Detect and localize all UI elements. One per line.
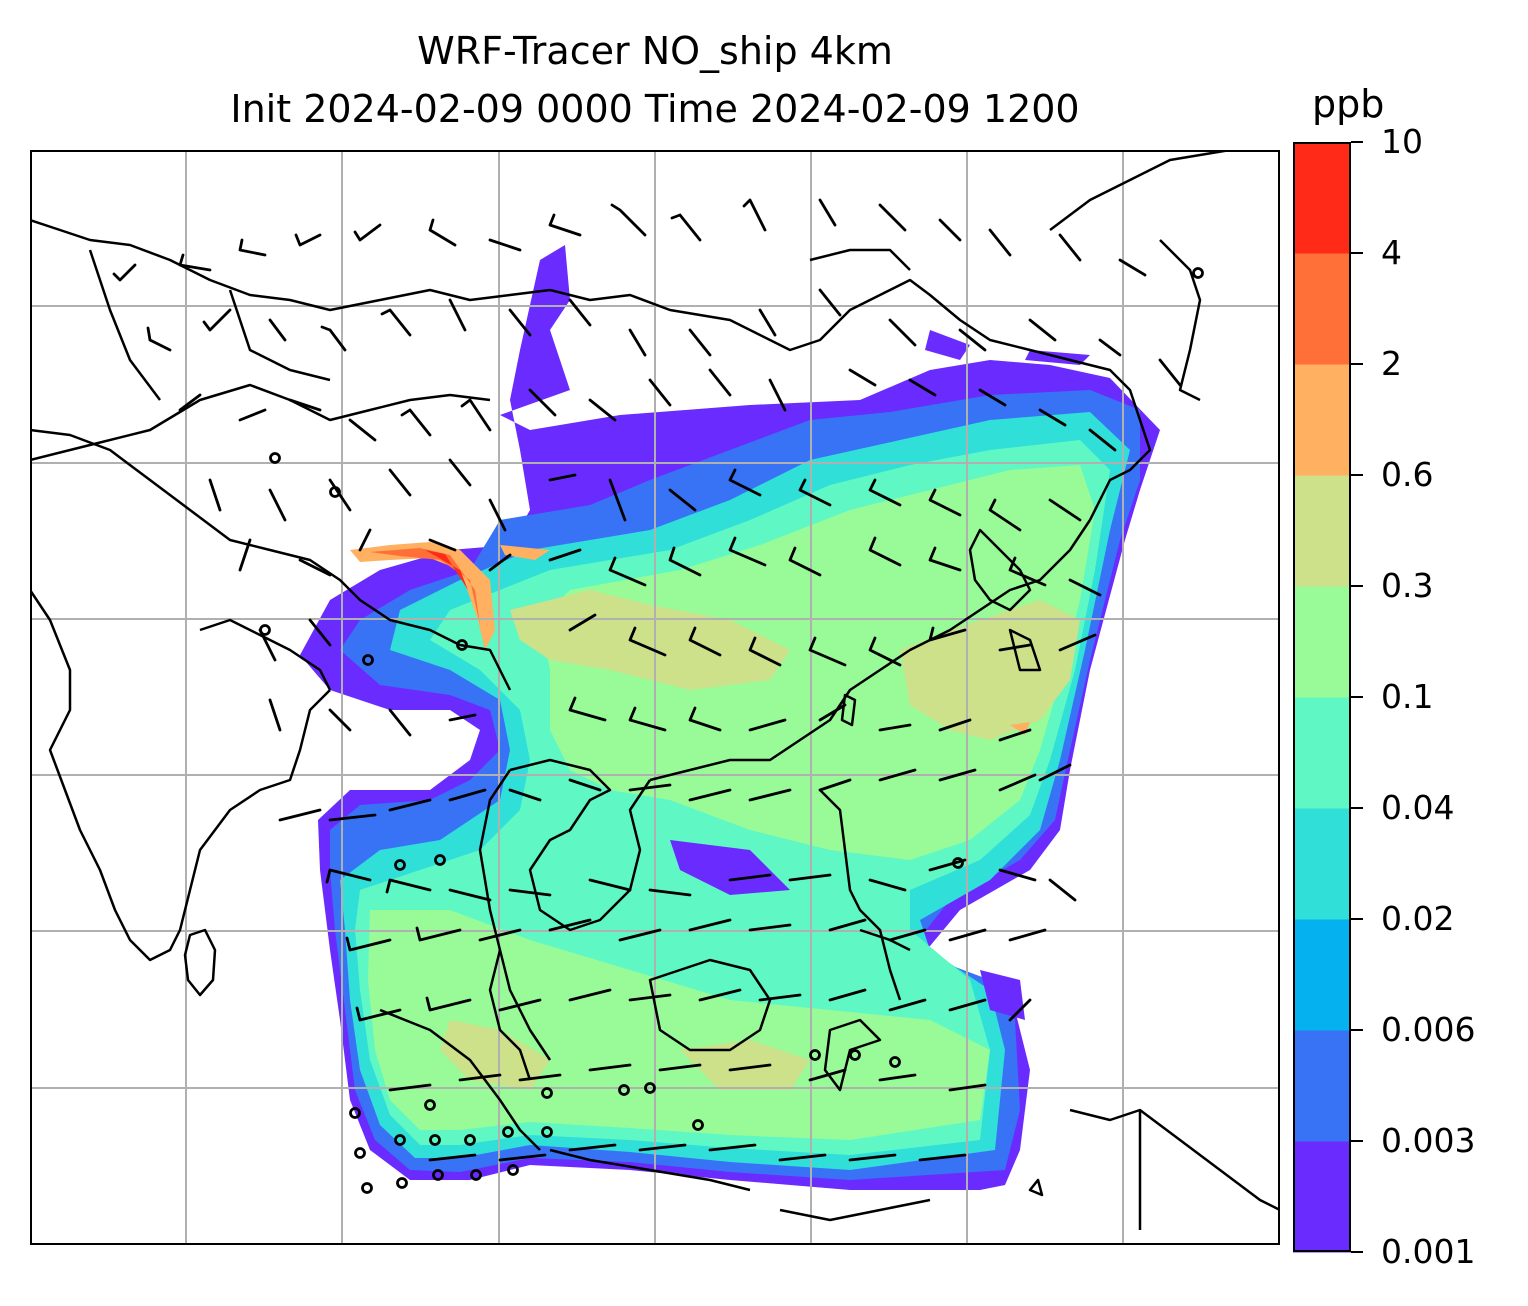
colorbar-tick-label: 0.006 [1381,1010,1476,1049]
colorbar-tick-label: 0.6 [1381,455,1434,494]
colorbar-segment [1293,808,1351,920]
map-panel [30,150,1280,1245]
colorbar-segment [1293,253,1351,365]
calm-wind-markers [259,267,1204,1194]
colorbar-tick-label: 0.1 [1381,677,1434,716]
coastlines [30,150,1280,1230]
colorbar-segment [1293,1141,1351,1253]
map-subtitle: Init 2024-02-09 0000 Time 2024-02-09 120… [230,87,1080,131]
colorbar [1293,141,1363,1253]
colorbar-tick-label: 0.001 [1381,1232,1476,1271]
colorbar-tick-label: 10 [1381,122,1423,161]
colorbar-segment [1293,919,1351,1031]
colorbar-segment [1293,142,1351,254]
colorbar-unit-label: ppb [1312,82,1385,126]
colorbar-tick-label: 0.04 [1381,788,1455,827]
colorbar-segment [1293,697,1351,809]
colorbar-tick-label: 2 [1381,344,1402,383]
colorbar-segment [1293,475,1351,587]
map-border [30,150,1280,1245]
colorbar-segment [1293,1030,1351,1142]
map-title: WRF-Tracer NO_ship 4km [417,29,893,73]
colorbar-tick-label: 4 [1381,233,1402,272]
colorbar-segment [1293,364,1351,476]
wind-barbs [112,198,1182,1162]
colorbar-tick-label: 0.02 [1381,899,1455,938]
colorbar-segment [1293,586,1351,698]
tracer-concentration-field [300,245,1160,1190]
colorbar-tick-label: 0.003 [1381,1121,1476,1160]
colorbar-tick-label: 0.3 [1381,566,1434,605]
